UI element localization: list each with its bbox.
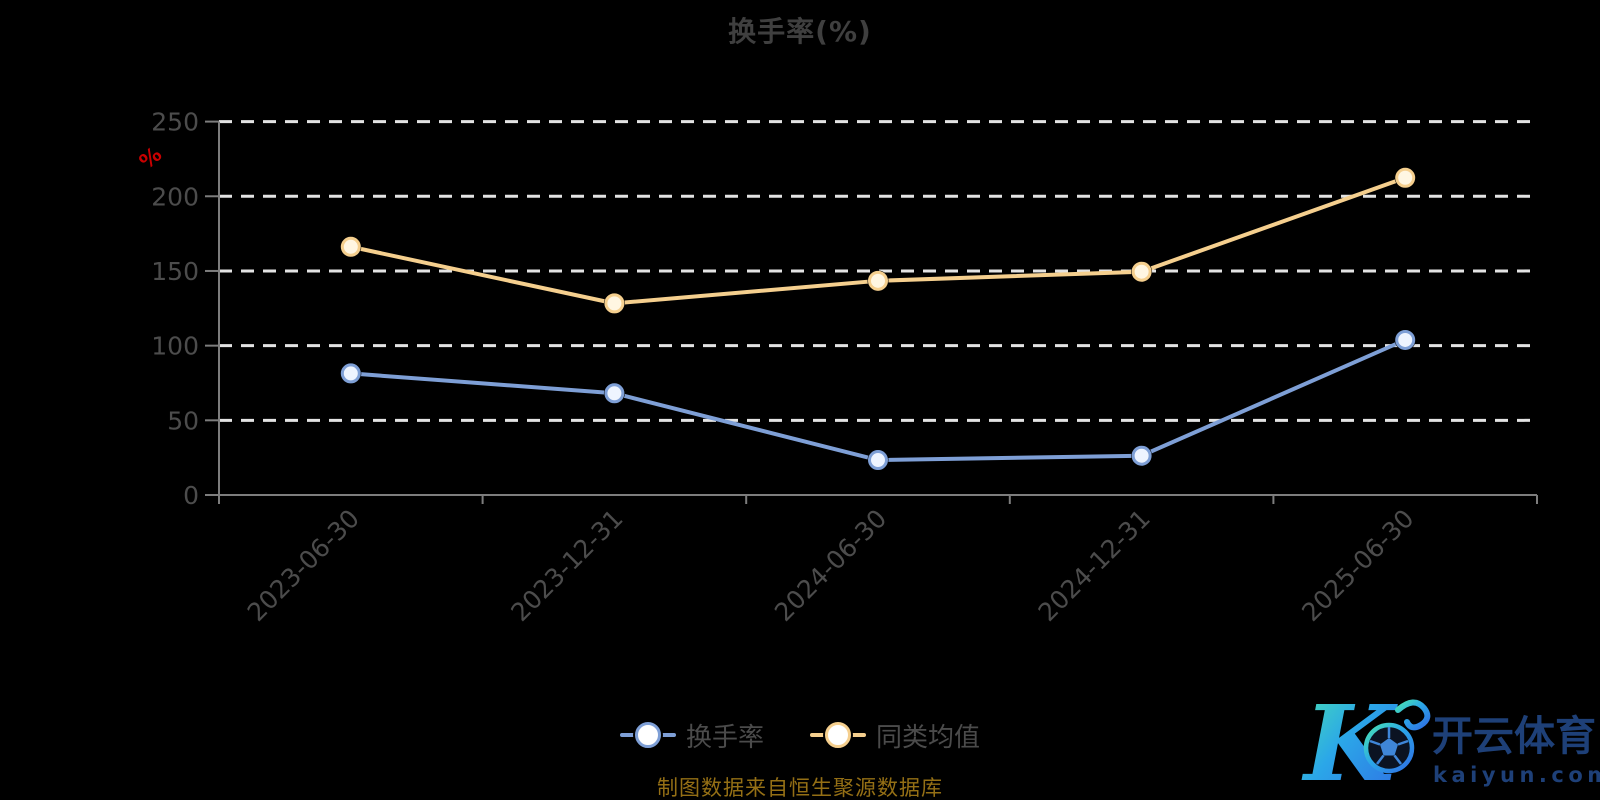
data-source-note: 制图数据来自恒生聚源数据库 <box>657 776 943 800</box>
brand-domain: kaiyun.com <box>1433 763 1600 787</box>
data-point-换手率-2023-06-30[interactable] <box>340 363 361 384</box>
chart-title: 换手率(%) <box>728 15 872 48</box>
data-point-换手率-2025-06-30[interactable] <box>1395 329 1416 350</box>
kaiyun-k-icon: K <box>1301 682 1431 798</box>
legend-label: 换手率 <box>685 722 764 753</box>
y-axis-label-50: 50 <box>167 406 199 435</box>
data-point-换手率-2023-12-31[interactable] <box>604 383 625 404</box>
data-point-同类均值-2024-12-31[interactable] <box>1131 261 1152 282</box>
x-axis-label-2025-06-30: 2025-06-30 <box>1296 504 1419 627</box>
line-chart[interactable]: 0 50 100 150 200 250 2023-06-30 2023-12-31 2024-… <box>0 0 1600 680</box>
legend: 换手率 同类均值 <box>0 712 1600 758</box>
data-point-换手率-2024-06-30[interactable] <box>868 450 888 471</box>
brand-name-cn: 开云体育 <box>1432 712 1596 760</box>
y-axis-label-200: 200 <box>151 182 199 211</box>
x-axis-label-2023-12-31: 2023-12-31 <box>505 504 628 627</box>
y-axis-label-100: 100 <box>151 332 199 361</box>
data-point-同类均值-2024-06-30[interactable] <box>868 270 888 291</box>
legend-circle-icon <box>634 722 661 748</box>
legend-item-peer-average[interactable]: 同类均值 <box>810 717 980 754</box>
y-axis-label-250: 250 <box>151 108 199 137</box>
legend-marker-yellow <box>810 722 866 748</box>
data-point-同类均值-2023-06-30[interactable] <box>340 236 361 257</box>
data-point-同类均值-2023-12-31[interactable] <box>604 293 625 314</box>
series-line-换手率 <box>348 337 1408 463</box>
x-axis-label-2024-12-31: 2024-12-31 <box>1033 504 1156 627</box>
legend-circle-icon <box>825 722 851 748</box>
y-axis-label-0: 0 <box>183 481 199 510</box>
legend-marker-blue <box>619 722 676 748</box>
x-axis-label-2023-06-30: 2023-06-30 <box>242 504 365 627</box>
x-axis-label-2024-06-30: 2024-06-30 <box>769 504 892 627</box>
y-axis-label-150: 150 <box>151 257 199 286</box>
legend-item-turnover[interactable]: 换手率 <box>619 717 764 754</box>
kaiyun-watermark-logo: K 开云体育 kaiyun.com <box>1301 682 1600 798</box>
legend-label: 同类均值 <box>876 722 981 753</box>
data-point-同类均值-2025-06-30[interactable] <box>1395 167 1416 188</box>
data-point-换手率-2024-12-31[interactable] <box>1131 445 1152 466</box>
